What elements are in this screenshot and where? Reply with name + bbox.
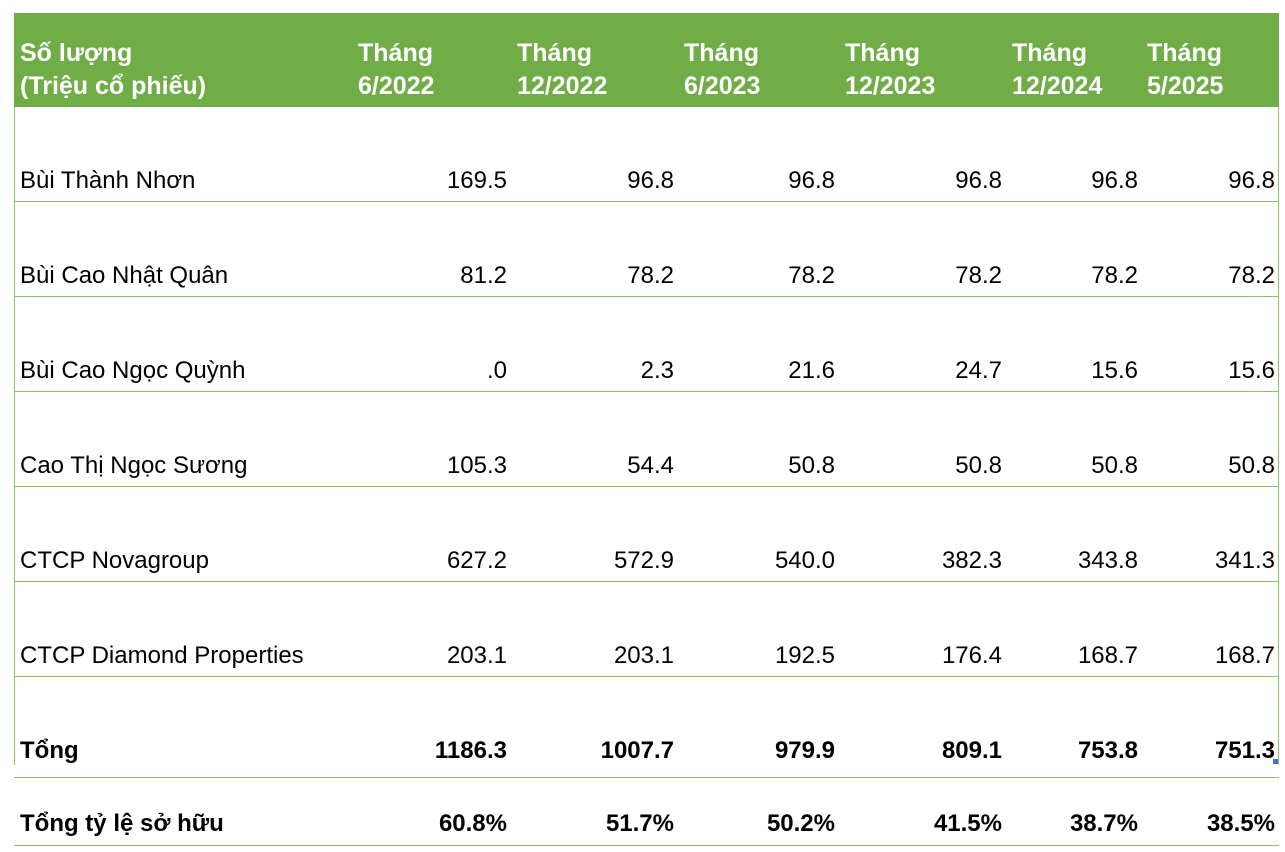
value-cell: 78.2 xyxy=(1228,262,1275,289)
header-period-value: 12/2023 xyxy=(845,72,936,100)
header-period-3: Tháng 6/2023 xyxy=(684,37,760,103)
value-cell: 50.8 xyxy=(955,452,1002,479)
shareholder-name: Bùi Cao Ngọc Quỳnh xyxy=(20,357,246,384)
header-period-5: Tháng 12/2024 xyxy=(1012,37,1102,103)
table-row: CTCP Novagroup 627.2 572.9 540.0 382.3 3… xyxy=(14,487,1279,582)
shareholder-name: Bùi Cao Nhật Quân xyxy=(20,262,229,289)
value-cell: 627.2 xyxy=(446,547,507,574)
value-cell: 341.3 xyxy=(1214,547,1275,574)
header-month-label: Tháng xyxy=(845,39,920,67)
value-cell: 203.1 xyxy=(446,642,507,669)
value-cell: 540.0 xyxy=(774,547,835,574)
value-cell: 96.8 xyxy=(1091,167,1138,194)
value-cell: 78.2 xyxy=(627,262,674,289)
total-value: 753.8 xyxy=(1077,737,1138,764)
header-month-label: Tháng xyxy=(1012,39,1087,67)
value-cell: 78.2 xyxy=(955,262,1002,289)
header-line-2: (Triệu cổ phiếu) xyxy=(20,72,207,100)
value-cell: .0 xyxy=(486,357,507,384)
total-value: 809.1 xyxy=(941,737,1002,764)
header-month-label: Tháng xyxy=(684,39,759,67)
table-row: Cao Thị Ngọc Sương 105.3 54.4 50.8 50.8 … xyxy=(14,392,1279,487)
header-period-2: Tháng 12/2022 xyxy=(517,37,607,103)
header-period-1: Tháng 6/2022 xyxy=(358,37,434,103)
value-cell: 96.8 xyxy=(627,167,674,194)
value-cell: 15.6 xyxy=(1228,357,1275,384)
header-period-value: 6/2023 xyxy=(684,72,761,100)
ratio-value: 60.8% xyxy=(438,810,507,837)
table-row: Bùi Thành Nhơn 169.5 96.8 96.8 96.8 96.8… xyxy=(14,107,1279,202)
value-cell: 382.3 xyxy=(941,547,1002,574)
shareholder-name: Bùi Thành Nhơn xyxy=(20,167,196,194)
value-cell: 96.8 xyxy=(788,167,835,194)
header-period-6: Tháng 5/2025 xyxy=(1147,37,1223,103)
value-cell: 15.6 xyxy=(1091,357,1138,384)
header-month-label: Tháng xyxy=(1147,39,1222,67)
value-cell: 176.4 xyxy=(941,642,1002,669)
shareholder-name: Cao Thị Ngọc Sương xyxy=(20,452,248,479)
header-first-col: Số lượng (Triệu cổ phiếu) xyxy=(20,37,206,103)
value-cell: 2.3 xyxy=(640,357,674,384)
value-cell: 343.8 xyxy=(1077,547,1138,574)
table-row: CTCP Diamond Properties 203.1 203.1 192.… xyxy=(14,582,1279,677)
total-value: 979.9 xyxy=(774,737,835,764)
ratio-value: 50.2% xyxy=(766,810,835,837)
ownership-table: Số lượng (Triệu cổ phiếu) Tháng 6/2022 T… xyxy=(14,13,1279,846)
ratio-label: Tổng tỷ lệ sở hữu xyxy=(20,810,224,837)
value-cell: 572.9 xyxy=(613,547,674,574)
value-cell: 169.5 xyxy=(446,167,507,194)
value-cell: 54.4 xyxy=(627,452,674,479)
ratio-value: 38.5% xyxy=(1206,810,1275,837)
value-cell: 105.3 xyxy=(446,452,507,479)
shareholder-name: CTCP Novagroup xyxy=(20,547,209,574)
header-period-value: 5/2025 xyxy=(1147,72,1224,100)
ownership-ratio-row: Tổng tỷ lệ sở hữu 60.8% 51.7% 50.2% 41.5… xyxy=(14,777,1279,846)
value-cell: 168.7 xyxy=(1214,642,1275,669)
total-label: Tổng xyxy=(20,737,79,764)
header-line-1: Số lượng xyxy=(20,39,133,67)
ratio-value: 38.7% xyxy=(1069,810,1138,837)
value-cell: 78.2 xyxy=(788,262,835,289)
header-period-value: 12/2022 xyxy=(517,72,608,100)
value-cell: 96.8 xyxy=(1228,167,1275,194)
value-cell: 81.2 xyxy=(460,262,507,289)
value-cell: 21.6 xyxy=(788,357,835,384)
value-cell: 50.8 xyxy=(1228,452,1275,479)
total-value: 1186.3 xyxy=(434,737,507,764)
total-row: Tổng 1186.3 1007.7 979.9 809.1 753.8 751… xyxy=(14,677,1279,771)
value-cell: 50.8 xyxy=(1091,452,1138,479)
header-period-value: 12/2024 xyxy=(1012,72,1103,100)
header-period-4: Tháng 12/2023 xyxy=(845,37,935,103)
total-value: 1007.7 xyxy=(600,737,674,764)
header-month-label: Tháng xyxy=(358,39,433,67)
value-cell: 78.2 xyxy=(1091,262,1138,289)
table-row: Bùi Cao Ngọc Quỳnh .0 2.3 21.6 24.7 15.6… xyxy=(14,297,1279,392)
value-cell: 50.8 xyxy=(788,452,835,479)
value-cell: 168.7 xyxy=(1077,642,1138,669)
table-left-border xyxy=(14,107,15,765)
table-right-border xyxy=(1278,107,1279,765)
total-value: 751.3 xyxy=(1214,737,1275,764)
value-cell: 24.7 xyxy=(955,357,1002,384)
cell-fill-handle[interactable] xyxy=(1273,759,1278,764)
value-cell: 192.5 xyxy=(774,642,835,669)
value-cell: 203.1 xyxy=(613,642,674,669)
table-row: Bùi Cao Nhật Quân 81.2 78.2 78.2 78.2 78… xyxy=(14,202,1279,297)
ratio-value: 41.5% xyxy=(933,810,1002,837)
table-header: Số lượng (Triệu cổ phiếu) Tháng 6/2022 T… xyxy=(14,13,1279,107)
header-period-value: 6/2022 xyxy=(358,72,435,100)
ratio-value: 51.7% xyxy=(605,810,674,837)
header-month-label: Tháng xyxy=(517,39,592,67)
value-cell: 96.8 xyxy=(955,167,1002,194)
shareholder-name: CTCP Diamond Properties xyxy=(20,642,304,669)
